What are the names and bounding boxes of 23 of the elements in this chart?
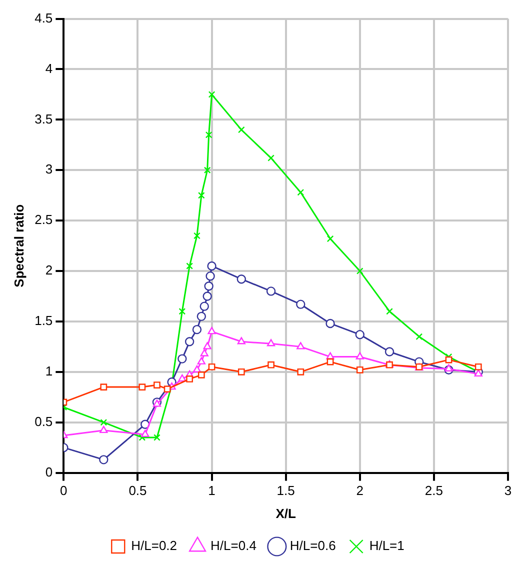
y-axis-title: Spectral ratio [11,204,26,288]
x-tick-label: 2.5 [424,483,443,498]
y-tick-label: 2.5 [34,212,53,228]
x-tick-label: 2 [356,483,364,498]
legend-label: H/L=0.6 [290,538,336,554]
y-tick-label: 4 [45,60,53,76]
y-tick-label: 1 [45,363,53,378]
legend-label: H/L=0.2 [131,538,178,554]
legend-label: H/L=1 [369,538,404,554]
y-tick-label: 2 [45,262,53,278]
y-tick-label: 4.5 [34,10,53,26]
y-tick-label: 1.5 [34,313,53,328]
x-tick-label: 0 [60,483,68,498]
y-tick-label: 0.5 [34,414,53,429]
x-tick-label: 3 [504,483,512,498]
y-tick-label: 3.5 [34,111,53,126]
y-tick-label: 3 [45,162,53,177]
x-tick-label: 1 [208,483,216,498]
y-tick-label: 0 [45,464,53,480]
x-tick-label: 0.5 [128,483,147,498]
x-tick-label: 1.5 [276,483,295,498]
legend-label: H/L=0.4 [210,538,256,554]
x-axis-title: X/L [276,506,296,521]
